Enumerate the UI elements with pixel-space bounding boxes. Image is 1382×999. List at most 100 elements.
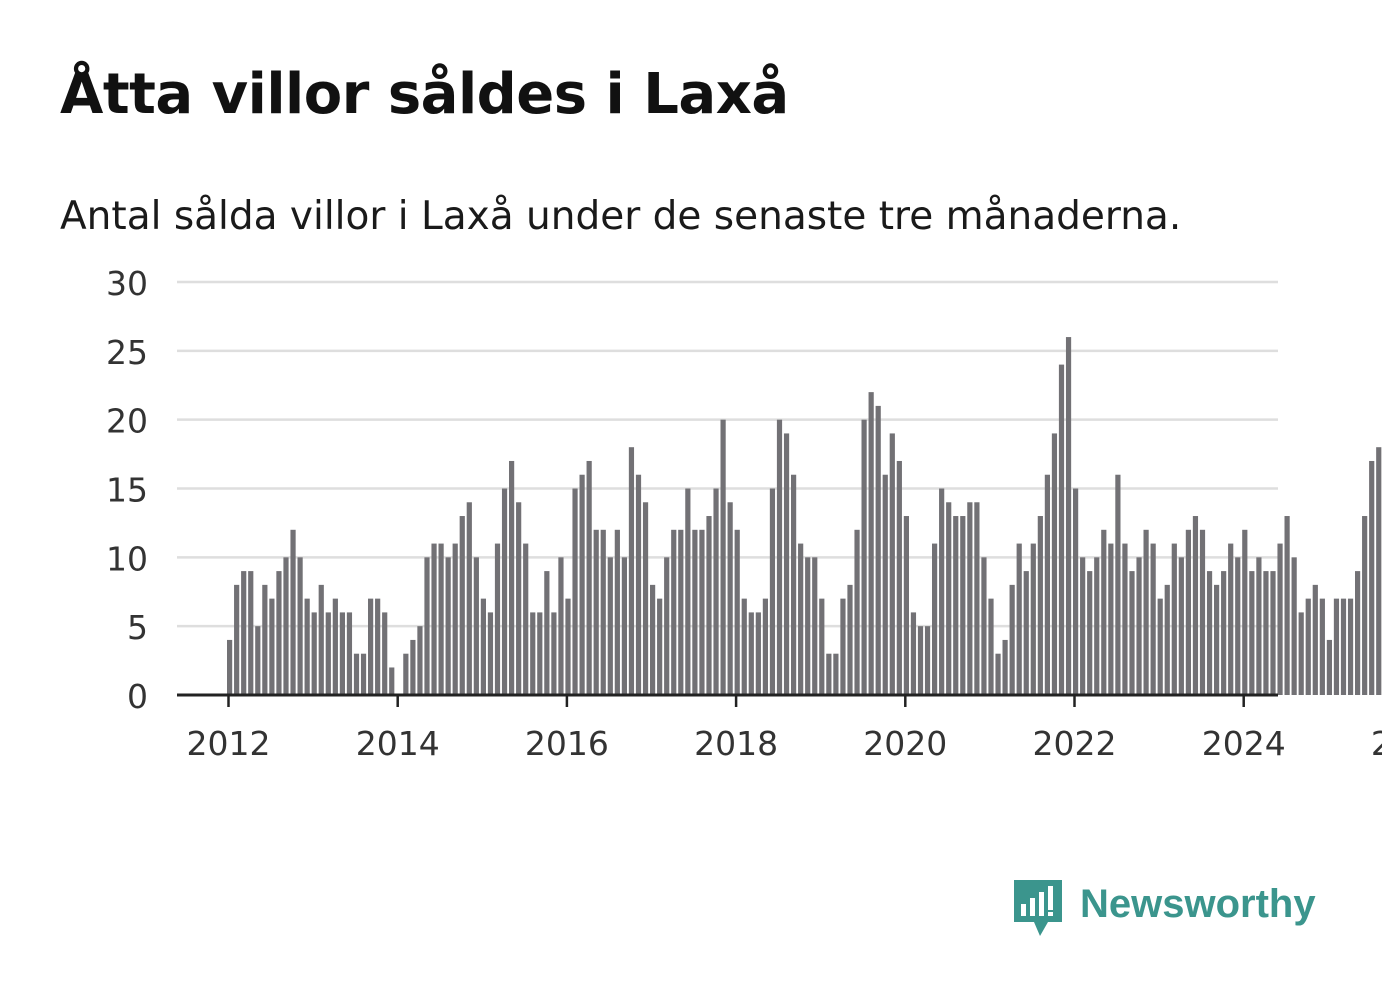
bar	[847, 584, 853, 695]
bar	[1326, 639, 1332, 695]
bar	[248, 571, 254, 695]
bar	[241, 571, 247, 695]
bar	[1073, 488, 1079, 695]
bar	[882, 474, 888, 695]
bar	[1235, 557, 1241, 695]
bar	[1171, 543, 1177, 695]
bar	[234, 584, 240, 695]
bar	[1291, 557, 1297, 695]
bar	[805, 557, 811, 695]
bar	[466, 502, 472, 695]
bar	[932, 543, 938, 695]
bar	[565, 598, 571, 695]
bar	[762, 598, 768, 695]
bar	[558, 557, 564, 695]
bar	[269, 598, 275, 695]
bar	[544, 571, 550, 695]
bar	[1362, 516, 1368, 695]
x-tick-label: 2014	[356, 724, 440, 763]
bar-chart: 0 5 10 15 20 25 30 2012 2014 2016 2018 2020 2022 202…	[106, 264, 1382, 763]
bar	[755, 612, 761, 695]
bar	[720, 419, 726, 695]
bar	[1228, 543, 1234, 695]
bar	[607, 557, 613, 695]
bar	[1199, 529, 1206, 695]
bar	[826, 653, 832, 695]
bar	[516, 502, 522, 695]
bar	[1355, 571, 1361, 695]
bar	[706, 516, 712, 695]
bar	[812, 557, 818, 695]
bar	[1270, 571, 1276, 695]
y-tick-label: 25	[106, 333, 148, 372]
bar	[389, 667, 395, 695]
bar	[988, 598, 994, 695]
bar	[494, 543, 501, 695]
bar	[593, 529, 599, 695]
bar	[960, 516, 966, 695]
y-tick-label: 5	[127, 608, 148, 647]
bar	[692, 529, 698, 695]
bar	[840, 598, 846, 695]
bar	[1143, 529, 1149, 695]
x-tick-label: 2024	[1202, 724, 1286, 763]
bar	[1023, 571, 1029, 695]
bar	[791, 474, 797, 695]
y-axis-labels: 0 5 10 15 20 25 30	[106, 264, 148, 716]
y-tick-label: 0	[127, 677, 148, 716]
bar	[1094, 557, 1100, 695]
bar	[1044, 474, 1050, 695]
bar	[353, 653, 360, 695]
bar	[748, 612, 754, 695]
bar	[896, 460, 902, 695]
bar	[459, 516, 465, 695]
chart-subtitle: Antal sålda villor i Laxå under de senas…	[60, 194, 1182, 239]
bar	[572, 488, 578, 695]
bar	[290, 529, 296, 695]
bar	[1150, 543, 1156, 695]
y-tick-label: 20	[106, 402, 148, 441]
bar	[1129, 571, 1135, 695]
bar	[889, 433, 895, 695]
bar	[741, 598, 747, 695]
bar	[1214, 584, 1220, 695]
bar	[642, 502, 649, 695]
bar	[1277, 543, 1283, 695]
bar	[255, 626, 261, 695]
bar	[1185, 529, 1191, 695]
bar	[382, 612, 388, 695]
bar	[910, 612, 917, 695]
bar	[664, 557, 670, 695]
bar	[368, 598, 374, 695]
bar	[346, 612, 353, 695]
bar	[1030, 543, 1036, 695]
bar	[262, 584, 268, 695]
bar	[1333, 598, 1340, 695]
bar	[1340, 598, 1347, 695]
bar	[819, 598, 825, 695]
bar	[1122, 543, 1128, 695]
x-tick-label: 2018	[694, 724, 778, 763]
bar	[438, 543, 444, 695]
x-axis-labels: 2012 2014 2016 2018 2020 2022 2024 2026	[187, 724, 1382, 763]
bar	[635, 474, 642, 695]
x-tick-label: 2020	[863, 724, 947, 763]
bar	[1312, 584, 1318, 695]
bar	[1009, 584, 1015, 695]
x-tick-label: 2016	[525, 724, 609, 763]
bar	[953, 516, 959, 695]
bar	[1108, 543, 1114, 695]
bar	[375, 598, 381, 695]
bar	[685, 488, 691, 695]
bar	[713, 488, 719, 695]
bar	[1037, 516, 1043, 695]
bar	[332, 598, 338, 695]
bar	[600, 529, 606, 695]
bar	[861, 419, 867, 695]
bar	[875, 405, 881, 695]
bar	[311, 612, 317, 695]
bar	[501, 488, 508, 695]
bar	[1369, 460, 1375, 695]
bar	[1347, 598, 1354, 695]
bar	[537, 612, 543, 695]
